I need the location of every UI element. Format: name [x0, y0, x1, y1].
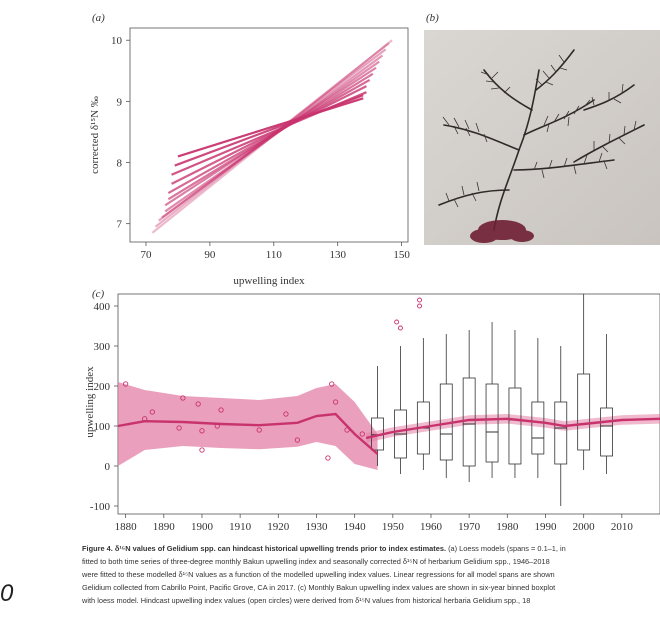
outlier-point	[394, 319, 400, 325]
loess-regression-chart: 70 90 110 130 150 7 8 9 10 upwelling index corr…	[89, 27, 410, 287]
hindcast-point	[176, 425, 182, 431]
y-tick-label: 400	[94, 301, 111, 313]
y-tick-label: 7	[117, 219, 123, 231]
hindcast-point	[329, 381, 335, 387]
caption-line-5: with loess model. Hindcast upwelling ind…	[82, 596, 531, 605]
hindcast-point	[332, 399, 339, 405]
x-tick-label: 150	[393, 249, 410, 261]
y-tick-label: 10	[111, 35, 123, 47]
hindcast-point	[359, 431, 365, 437]
regression-line	[171, 85, 367, 185]
y-tick-label: 0	[105, 461, 111, 473]
y-tick-label: 9	[117, 96, 123, 108]
figure-caption: Figure 4. δ¹⁵N values of Gelidium spp. c…	[82, 542, 660, 607]
hindcast-point	[122, 381, 129, 387]
caption-line-2: fitted to both time series of three-degr…	[82, 557, 550, 566]
x-tick-label: 1920	[267, 521, 290, 533]
panel-a-label: (a)	[92, 12, 105, 24]
page-edge-mark: 0	[0, 580, 14, 607]
outlier-point	[417, 297, 422, 303]
hindcast-point	[344, 427, 350, 433]
boxplot-box	[531, 401, 545, 455]
y-tick-label: 200	[94, 381, 111, 393]
upwelling-timeseries-chart: 1880 1890 1900 1910 1920 1930 1940 1950 1960 1970…	[84, 293, 660, 533]
outlier-point	[417, 303, 422, 309]
x-tick-label: 70	[140, 249, 152, 261]
hindcast-loess-line	[117, 412, 379, 455]
x-tick-label: 1990	[534, 521, 557, 533]
x-tick-label: 1890	[153, 521, 176, 533]
boxplot-box	[600, 407, 613, 457]
y-tick-label: 100	[94, 421, 111, 433]
modern-loess-line	[365, 417, 660, 440]
y-axis-label: corrected δ¹⁵N ‰	[89, 96, 101, 174]
outlier-point	[398, 325, 403, 331]
x-tick-label: 1970	[458, 521, 481, 533]
hindcast-point	[218, 407, 224, 413]
caption-line-3: were fitted to these modelled δ¹⁵N value…	[82, 570, 555, 579]
x-tick-label: 1940	[344, 521, 367, 533]
hindcast-point	[199, 428, 205, 434]
regression-line	[177, 97, 364, 158]
hindcast-point	[256, 427, 262, 433]
x-axis-label: upwelling index	[233, 275, 305, 287]
x-tick-label: 1880	[115, 521, 138, 533]
regression-line	[167, 79, 371, 195]
hindcast-point	[149, 409, 156, 415]
y-tick-label: -100	[90, 501, 111, 513]
boxplot-box	[554, 401, 568, 465]
x-tick-label: 2010	[611, 521, 634, 533]
hindcast-point	[180, 395, 186, 401]
x-tick-label: 1960	[420, 521, 443, 533]
hindcast-point	[283, 411, 289, 417]
boxplot-box	[485, 383, 499, 463]
hindcast-point	[214, 423, 220, 429]
hindcast-point	[199, 447, 205, 453]
caption-line-1: Figure 4. δ¹⁵N values of Gelidium spp. c…	[82, 542, 660, 555]
x-tick-label: 2000	[573, 521, 596, 533]
hindcast-point	[142, 416, 148, 422]
x-tick-label: 1910	[229, 521, 252, 533]
hindcast-point	[294, 437, 301, 443]
seaweed-illustration	[424, 30, 660, 245]
panel-b-label: (b)	[426, 12, 439, 24]
x-tick-label: 1950	[382, 521, 405, 533]
caption-line-1-rest: (a) Loess models (spans = 0.1–1, in	[446, 544, 566, 553]
modern-confidence-band	[366, 414, 660, 443]
hindcast-point	[325, 455, 331, 461]
y-tick-label: 8	[117, 158, 123, 170]
y-axis-label: upwelling index	[84, 366, 96, 438]
x-tick-label: 90	[204, 249, 216, 261]
panel-c-label: (c)	[92, 288, 105, 300]
gelidium-photo	[424, 30, 660, 245]
caption-lead: Figure 4. δ¹⁵N values of Gelidium spp. c…	[82, 544, 447, 553]
y-tick-label: 300	[94, 341, 111, 353]
x-tick-label: 1980	[496, 521, 519, 533]
hindcast-point	[195, 401, 201, 407]
regression-line	[174, 94, 364, 167]
x-tick-label: 130	[329, 249, 346, 261]
x-tick-label: 1900	[191, 521, 214, 533]
x-tick-label: 110	[266, 249, 283, 261]
boxplot-box	[577, 373, 591, 451]
caption-line-4: Gelidium collected from Cabrillo Point, …	[82, 583, 556, 592]
x-tick-label: 1930	[305, 521, 328, 533]
boxplot-box	[508, 387, 522, 465]
